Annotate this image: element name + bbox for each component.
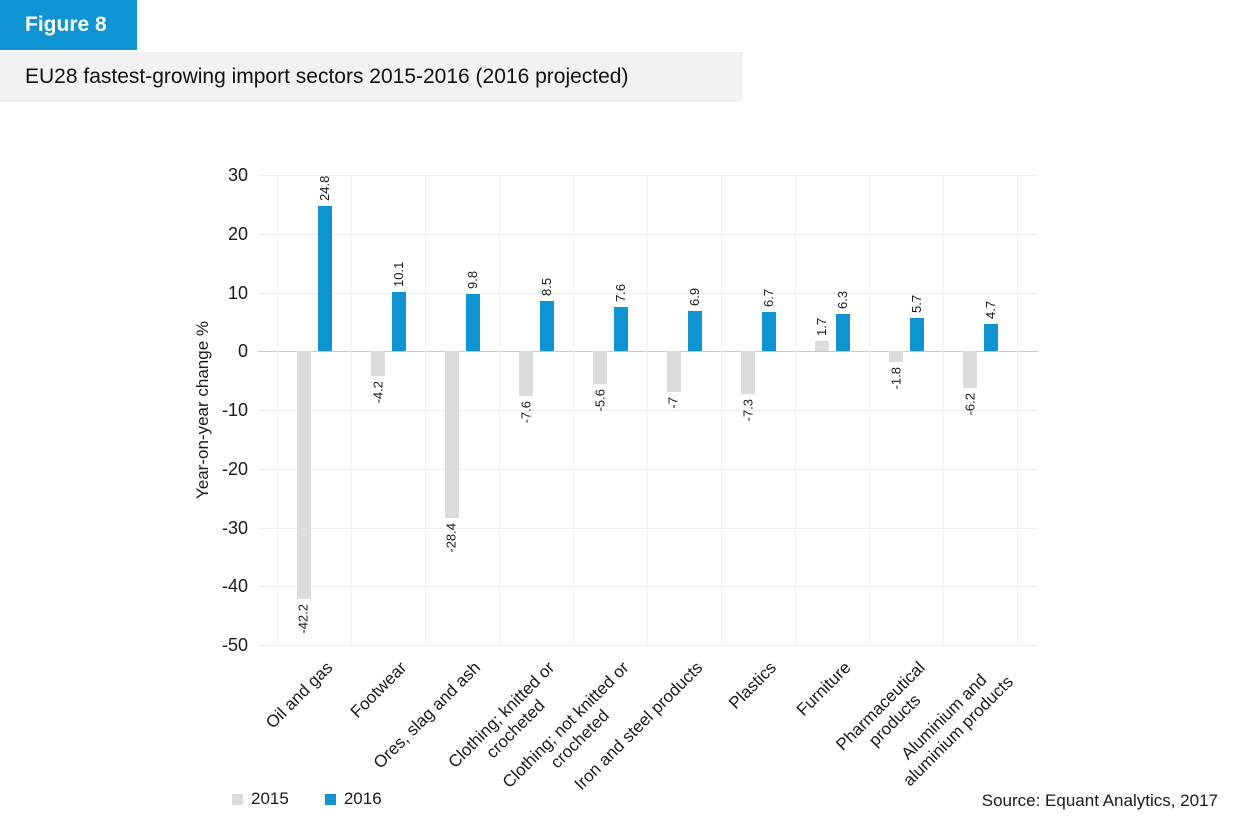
y-tick-20: 20 — [227, 223, 248, 244]
gridline-v-6 — [721, 175, 722, 645]
gridline-v-2 — [425, 175, 426, 645]
y-tick--10: -10 — [221, 400, 248, 420]
legend-item-2015: 2015 — [232, 789, 289, 809]
y-tick-30: 30 — [227, 165, 248, 185]
bar-2016-4 — [613, 306, 628, 352]
gridline-v-4 — [573, 175, 574, 645]
bar-2015-8 — [888, 351, 903, 362]
y-tick-10: 10 — [227, 282, 248, 303]
gridline-v-7 — [795, 175, 796, 645]
gridline-v-9 — [943, 175, 944, 645]
gridline-v-5 — [647, 175, 648, 645]
bar-2015-6 — [740, 351, 755, 395]
gridline-h-20 — [258, 233, 1038, 235]
y-tick--50: -50 — [221, 635, 248, 655]
bar-2016-1 — [391, 291, 406, 352]
gridline-h--30 — [258, 527, 1038, 529]
bar-2015-5 — [666, 351, 681, 393]
gridline-v-8 — [869, 175, 870, 645]
bar-2016-9 — [983, 323, 998, 352]
figure-badge-label: Figure 8 — [25, 13, 107, 36]
source-note: Source: Equant Analytics, 2017 — [981, 791, 1218, 810]
legend-label-2015: 2015 — [251, 789, 289, 808]
bar-2016-0 — [317, 205, 332, 352]
legend: 2015 2016 — [232, 789, 382, 809]
gridline-h--20 — [258, 468, 1038, 470]
bar-2015-7 — [814, 341, 829, 352]
y-tick--20: -20 — [221, 458, 248, 479]
figure-title-bar: EU28 fastest-growing import sectors 2015… — [0, 52, 743, 102]
bar-2016-2 — [465, 293, 480, 352]
y-tick--30: -30 — [221, 517, 248, 538]
legend-item-2016: 2016 — [324, 789, 382, 809]
bar-2016-3 — [539, 301, 554, 352]
bar-2015-2 — [444, 351, 459, 519]
gridline-v-1 — [351, 175, 352, 645]
bar-2015-1 — [370, 351, 385, 376]
bar-2015-9 — [962, 351, 977, 388]
gridline-h-10 — [258, 292, 1038, 294]
y-tick--40: -40 — [221, 576, 248, 597]
bar-2016-6 — [761, 311, 776, 352]
legend-swatch-2016 — [324, 793, 336, 805]
gridline-h-30 — [258, 175, 1038, 176]
bar-2016-8 — [909, 317, 924, 352]
gridline-h--50 — [258, 645, 1038, 646]
legend-swatch-2015 — [232, 793, 243, 805]
bar-2016-5 — [687, 310, 702, 352]
bar-2015-3 — [518, 351, 533, 396]
gridline-v-10 — [1017, 175, 1018, 645]
bar-2015-4 — [592, 351, 607, 385]
bar-2016-7 — [835, 314, 850, 352]
y-tick-0: 0 — [237, 341, 248, 362]
gridline-h-0 — [258, 351, 1038, 353]
bar-2015-0 — [296, 351, 311, 600]
figure-badge: Figure 8 — [0, 0, 137, 50]
gridline-h--40 — [258, 586, 1038, 588]
gridline-v-3 — [499, 175, 500, 645]
figure-title: EU28 fastest-growing import sectors 2015… — [25, 65, 629, 88]
gridline-h--10 — [258, 410, 1038, 411]
gridline-v-0 — [277, 175, 278, 645]
legend-label-2016: 2016 — [343, 789, 382, 808]
plot-area — [258, 175, 1038, 646]
